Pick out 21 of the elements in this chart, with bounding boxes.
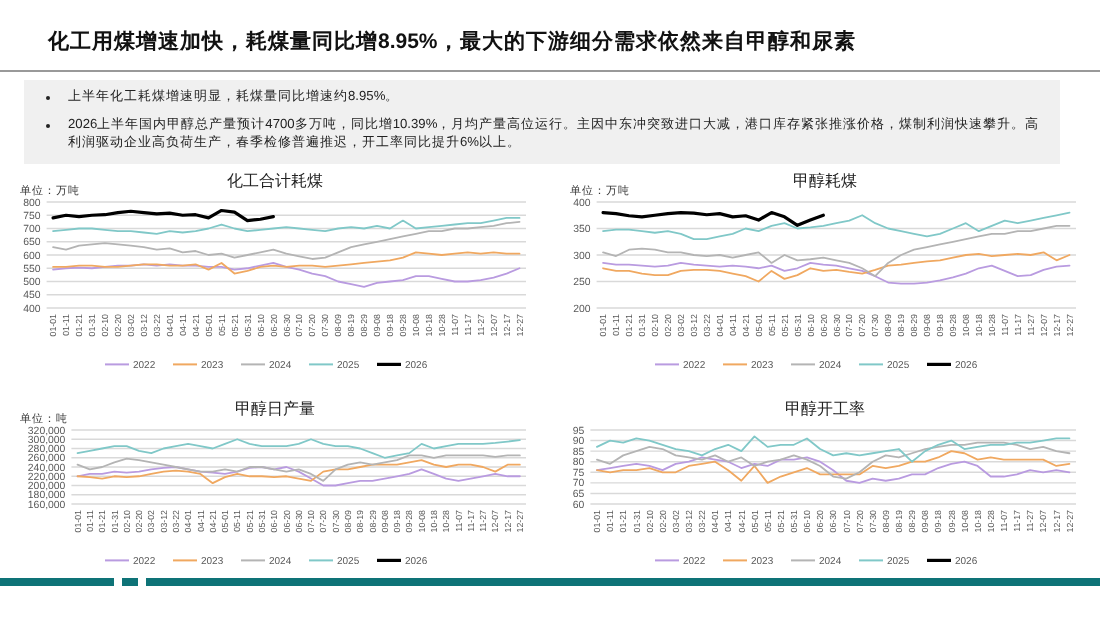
- chart-title: 化工合计耗煤: [227, 172, 323, 190]
- line-series: [602, 262, 1071, 285]
- line-series: [52, 262, 521, 288]
- line-series: [76, 454, 521, 482]
- line-series: [596, 456, 1071, 484]
- text: 化工用煤增速加快，耗煤量同比增8.95%，最大的下游细分需求依然来自甲醇和尿素: [48, 28, 856, 56]
- line-series: [596, 450, 1071, 484]
- line-series: [52, 220, 521, 260]
- line-series: [76, 438, 521, 459]
- line-series: [52, 251, 521, 275]
- line-series: [596, 441, 1071, 480]
- line-series: [602, 251, 1071, 283]
- line-series: [596, 435, 1071, 463]
- line-series: [602, 211, 1071, 240]
- line-series: [52, 217, 521, 235]
- line-series: [76, 459, 521, 485]
- line-series: [602, 224, 1071, 278]
- chart-title: 甲醇开工率: [785, 400, 865, 418]
- line-series: [601, 211, 825, 227]
- chart-title: 甲醇日产量: [235, 400, 315, 418]
- chart-title: 甲醇耗煤: [793, 172, 857, 190]
